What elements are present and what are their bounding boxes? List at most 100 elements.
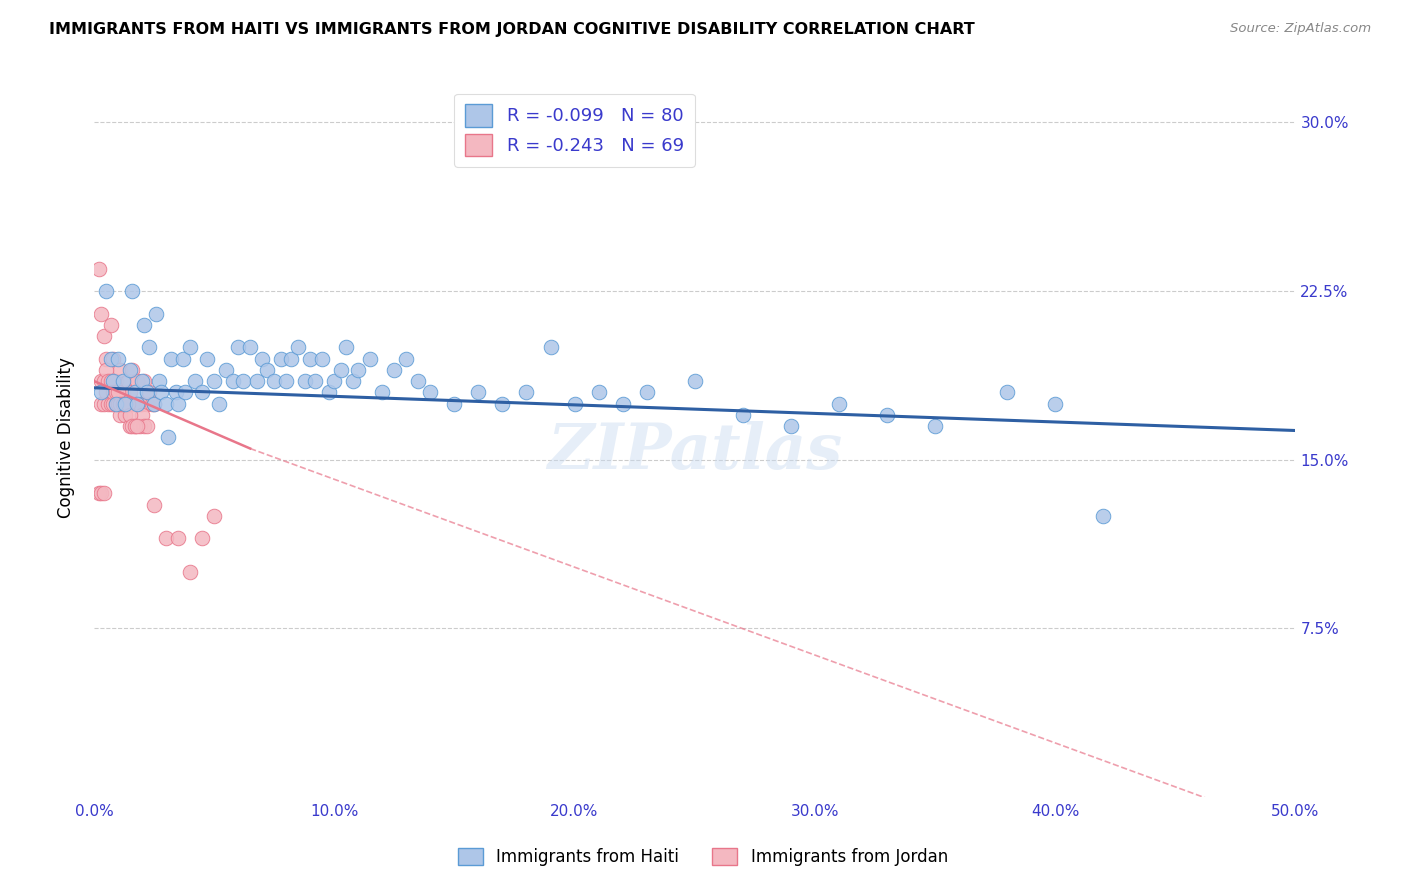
Point bbox=[114, 396, 136, 410]
Point bbox=[100, 351, 122, 366]
Point bbox=[1043, 396, 1066, 410]
Point bbox=[94, 351, 117, 366]
Point bbox=[145, 307, 167, 321]
Point bbox=[731, 408, 754, 422]
Point bbox=[179, 565, 201, 579]
Point bbox=[779, 419, 801, 434]
Point bbox=[167, 396, 190, 410]
Legend: R = -0.099   N = 80, R = -0.243   N = 69: R = -0.099 N = 80, R = -0.243 N = 69 bbox=[454, 94, 695, 167]
Point bbox=[138, 340, 160, 354]
Point bbox=[876, 408, 898, 422]
Point bbox=[195, 351, 218, 366]
Point bbox=[174, 385, 197, 400]
Point bbox=[114, 396, 136, 410]
Point bbox=[172, 351, 194, 366]
Point bbox=[612, 396, 634, 410]
Point bbox=[467, 385, 489, 400]
Point bbox=[90, 486, 112, 500]
Point bbox=[121, 396, 143, 410]
Point bbox=[588, 385, 610, 400]
Point bbox=[270, 351, 292, 366]
Point bbox=[143, 396, 166, 410]
Point bbox=[165, 385, 187, 400]
Point bbox=[107, 385, 129, 400]
Point bbox=[117, 374, 139, 388]
Point bbox=[924, 419, 946, 434]
Point bbox=[135, 385, 157, 400]
Point bbox=[110, 363, 132, 377]
Point bbox=[276, 374, 298, 388]
Point bbox=[87, 486, 110, 500]
Point bbox=[202, 508, 225, 523]
Point bbox=[1092, 508, 1115, 523]
Point bbox=[184, 374, 207, 388]
Point bbox=[114, 408, 136, 422]
Point bbox=[128, 419, 150, 434]
Point bbox=[101, 374, 124, 388]
Point bbox=[111, 396, 134, 410]
Point bbox=[104, 385, 127, 400]
Point bbox=[215, 363, 238, 377]
Point bbox=[191, 385, 214, 400]
Point bbox=[419, 385, 441, 400]
Point bbox=[226, 340, 249, 354]
Point bbox=[124, 385, 146, 400]
Point bbox=[101, 396, 124, 410]
Point bbox=[179, 340, 201, 354]
Point bbox=[124, 396, 146, 410]
Point bbox=[100, 318, 122, 332]
Point bbox=[134, 374, 156, 388]
Point bbox=[114, 396, 136, 410]
Point bbox=[382, 363, 405, 377]
Point bbox=[128, 396, 150, 410]
Point bbox=[155, 396, 177, 410]
Point bbox=[118, 385, 141, 400]
Point bbox=[121, 284, 143, 298]
Point bbox=[121, 419, 143, 434]
Point bbox=[491, 396, 513, 410]
Point bbox=[111, 374, 134, 388]
Point bbox=[143, 498, 166, 512]
Point bbox=[135, 419, 157, 434]
Point bbox=[118, 363, 141, 377]
Point bbox=[395, 351, 418, 366]
Point bbox=[134, 419, 156, 434]
Point bbox=[131, 408, 153, 422]
Point bbox=[93, 329, 115, 343]
Point bbox=[110, 396, 132, 410]
Point bbox=[90, 374, 112, 388]
Point bbox=[87, 261, 110, 276]
Point bbox=[299, 351, 322, 366]
Point bbox=[127, 374, 149, 388]
Point bbox=[94, 385, 117, 400]
Point bbox=[157, 430, 180, 444]
Point bbox=[135, 396, 157, 410]
Point bbox=[124, 419, 146, 434]
Point bbox=[323, 374, 346, 388]
Point bbox=[94, 284, 117, 298]
Point bbox=[263, 374, 285, 388]
Point bbox=[148, 374, 170, 388]
Point bbox=[828, 396, 851, 410]
Point bbox=[131, 396, 153, 410]
Point bbox=[159, 351, 181, 366]
Point bbox=[443, 396, 465, 410]
Text: ZIPatlas: ZIPatlas bbox=[547, 421, 842, 483]
Point bbox=[208, 396, 231, 410]
Point bbox=[127, 396, 149, 410]
Point bbox=[359, 351, 381, 366]
Point bbox=[330, 363, 353, 377]
Point bbox=[256, 363, 278, 377]
Point bbox=[117, 396, 139, 410]
Point bbox=[97, 374, 120, 388]
Point bbox=[155, 532, 177, 546]
Point bbox=[101, 385, 124, 400]
Point bbox=[93, 486, 115, 500]
Point bbox=[167, 532, 190, 546]
Point bbox=[110, 408, 132, 422]
Legend: Immigrants from Haiti, Immigrants from Jordan: Immigrants from Haiti, Immigrants from J… bbox=[451, 841, 955, 873]
Point bbox=[97, 374, 120, 388]
Point bbox=[318, 385, 340, 400]
Point bbox=[117, 396, 139, 410]
Point bbox=[138, 385, 160, 400]
